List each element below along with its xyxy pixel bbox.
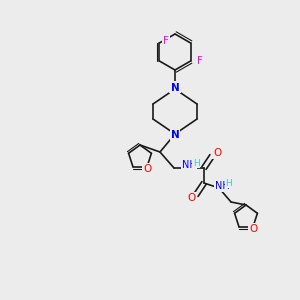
Text: H: H [226, 178, 232, 188]
Text: NH: NH [214, 181, 230, 191]
Text: F: F [197, 56, 203, 66]
Text: N: N [171, 83, 179, 93]
Text: NH: NH [182, 160, 196, 170]
Text: O: O [213, 148, 221, 158]
Text: H: H [193, 158, 200, 167]
Text: O: O [143, 164, 151, 174]
Text: O: O [187, 193, 195, 203]
Text: F: F [164, 36, 169, 46]
Text: N: N [170, 82, 180, 92]
Text: O: O [249, 224, 257, 234]
Text: N: N [171, 130, 179, 140]
